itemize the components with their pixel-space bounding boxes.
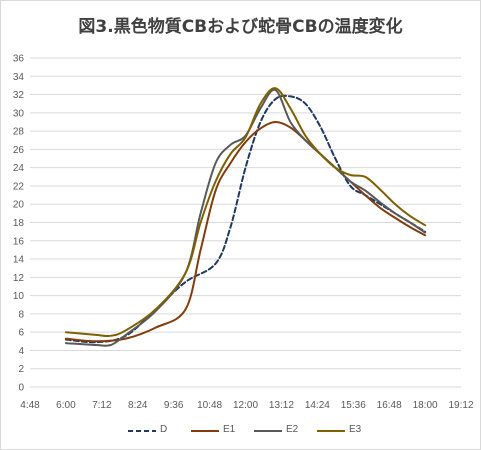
x-tick-label: 6:00 [56,400,76,411]
series-line-d [64,94,427,344]
x-axis-ticks: 4:48 6:00 7:12 8:24 9:36 10:48 12:00 13:12 14:24… [20,400,474,411]
y-tick-label: 0 [18,383,24,394]
y-tick-label: 20 [13,200,25,211]
x-tick-label: 4:48 [20,400,40,411]
y-tick-label: 12 [13,273,25,284]
legend-label-e3: E3 [349,424,362,435]
chart-title: 図3.黒色物質CBおよび蛇骨CBの温度変化 [78,17,403,37]
y-tick-label: 4 [18,346,24,357]
x-tick-label: 8:24 [128,400,148,411]
y-tick-label: 36 [13,54,25,65]
series-line-e1 [64,120,427,343]
y-tick-label: 6 [18,328,24,339]
x-tick-label: 9:36 [164,400,184,411]
y-tick-label: 32 [13,90,25,101]
y-tick-label: 24 [13,163,25,174]
x-tick-label: 15:36 [341,400,366,411]
y-tick-label: 10 [13,291,25,302]
y-tick-label: 26 [13,145,25,156]
series-line-e3 [64,87,427,338]
y-tick-label: 16 [13,236,25,247]
grid-lines [30,57,461,388]
y-tick-label: 30 [13,108,25,119]
x-tick-label: 7:12 [92,400,112,411]
series-line-e2 [64,88,427,347]
y-tick-label: 28 [13,127,25,138]
x-tick-label: 14:24 [305,400,330,411]
legend: D E1 E2 E3 [0,423,481,439]
x-tick-label: 10:48 [197,400,222,411]
x-tick-label: 18:00 [413,400,438,411]
y-tick-label: 18 [13,218,25,229]
y-tick-label: 34 [13,72,25,83]
series-lines [64,87,427,347]
x-tick-label: 19:12 [448,400,473,411]
y-tick-label: 8 [18,309,24,320]
legend-label-e1: E1 [223,424,236,435]
y-tick-label: 2 [18,364,24,375]
x-tick-label: 16:48 [377,400,402,411]
legend-label-e2: E2 [286,424,299,435]
x-tick-label: 13:12 [269,400,294,411]
legend-label-d: D [160,424,168,435]
y-tick-label: 14 [13,255,25,266]
x-tick-label: 12:00 [233,400,258,411]
y-tick-label: 22 [13,181,25,192]
